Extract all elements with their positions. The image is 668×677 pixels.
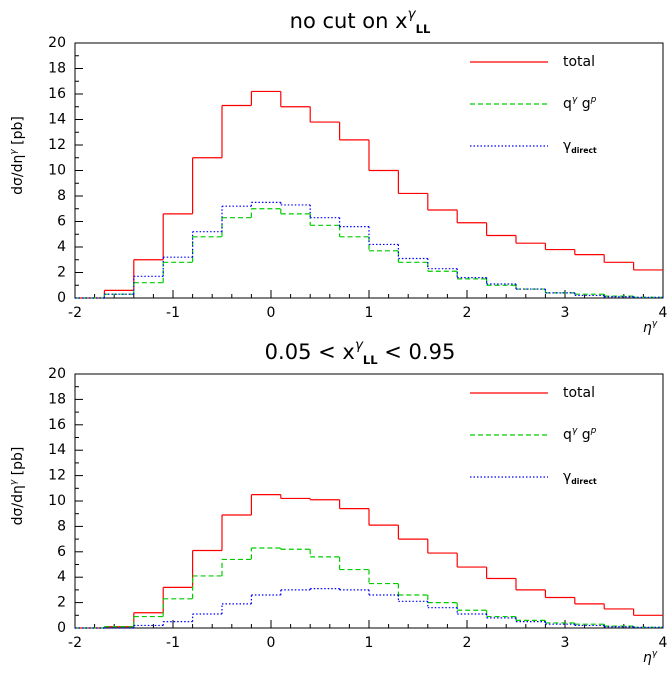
superscript: γ [572, 95, 578, 105]
y-tick-label: 10 [48, 163, 66, 179]
x-tick-label: 4 [659, 635, 668, 651]
x-tick-label: 3 [561, 305, 570, 321]
superscript: γ [572, 426, 578, 436]
y-tick-label: 18 [48, 391, 66, 407]
x-tick-label: -2 [68, 305, 82, 321]
y-tick-label: 16 [48, 86, 66, 102]
y-tick-label: 18 [48, 61, 66, 77]
y-tick-label: 2 [57, 595, 66, 611]
text-part: total [563, 54, 595, 70]
x-tick-label: 2 [463, 635, 472, 651]
text-part: g [577, 96, 590, 112]
x-tick-label: 1 [365, 305, 374, 321]
x-tick-label: -1 [166, 305, 180, 321]
text-part: g [577, 427, 590, 443]
y-tick-label: 8 [57, 188, 66, 204]
text-part: γ [563, 138, 571, 154]
chart-title: 0.05 < xγLL < 0.95 [265, 337, 456, 367]
legend-label: total [563, 385, 595, 401]
legend-label: γdirect [563, 138, 597, 155]
subscript: LL [416, 22, 431, 36]
text-part: 0.05 < x [265, 340, 355, 364]
y-tick-label: 10 [48, 493, 66, 509]
y-tick-label: 16 [48, 417, 66, 433]
y-tick-label: 14 [48, 442, 66, 458]
y-axis-label: dσ/dηγ [pb] [9, 447, 27, 526]
x-axis-label: ηγ [643, 649, 658, 667]
y-tick-label: 4 [57, 239, 66, 255]
x-tick-label: 0 [267, 305, 276, 321]
y-tick-label: 0 [57, 620, 66, 636]
x-tick-label: 3 [561, 635, 570, 651]
text-part: dσ/dη [10, 155, 26, 195]
text-part: q [563, 427, 572, 443]
text-part: total [563, 385, 595, 401]
x-tick-label: 1 [365, 635, 374, 651]
y-tick-label: 14 [48, 112, 66, 128]
legend-label: qγ gp [563, 426, 597, 444]
y-tick-label: 20 [48, 35, 66, 51]
superscript: p [590, 95, 597, 105]
text-part: dσ/dη [10, 485, 26, 525]
text-part: no cut on x [290, 9, 408, 33]
superscript: γ [652, 649, 658, 659]
y-tick-label: 4 [57, 569, 66, 585]
subscript: direct [571, 477, 597, 486]
superscript: γ [9, 479, 19, 485]
text-part: < 0.95 [378, 340, 456, 364]
x-tick-label: 0 [267, 635, 276, 651]
legend-label: γdirect [563, 469, 597, 486]
y-tick-label: 0 [57, 290, 66, 306]
x-axis-label: ηγ [643, 319, 658, 337]
text-part: [pb] [10, 447, 26, 480]
y-tick-label: 6 [57, 544, 66, 560]
superscript: p [590, 426, 597, 436]
text-part: [pb] [10, 116, 26, 149]
text-part: γ [563, 469, 571, 485]
subscript: LL [363, 353, 378, 367]
legend-label: total [563, 54, 595, 70]
text-part: q [563, 96, 572, 112]
y-tick-label: 12 [48, 137, 66, 153]
x-tick-label: 4 [659, 305, 668, 321]
legend-label: qγ gp [563, 95, 597, 113]
superscript: γ [408, 6, 417, 22]
y-tick-label: 20 [48, 366, 66, 382]
x-tick-label: 2 [463, 305, 472, 321]
y-tick-label: 6 [57, 214, 66, 230]
superscript: γ [652, 319, 658, 329]
superscript: γ [9, 149, 19, 155]
text-part: η [643, 650, 652, 666]
x-tick-label: -2 [68, 635, 82, 651]
y-tick-label: 2 [57, 265, 66, 281]
y-axis-label: dσ/dηγ [pb] [9, 116, 27, 195]
text-part: η [643, 320, 652, 336]
superscript: γ [355, 337, 364, 353]
y-tick-label: 12 [48, 468, 66, 484]
chart-title: no cut on xγLL [290, 6, 431, 36]
y-tick-label: 8 [57, 518, 66, 534]
subscript: direct [571, 146, 597, 155]
x-tick-label: -1 [166, 635, 180, 651]
